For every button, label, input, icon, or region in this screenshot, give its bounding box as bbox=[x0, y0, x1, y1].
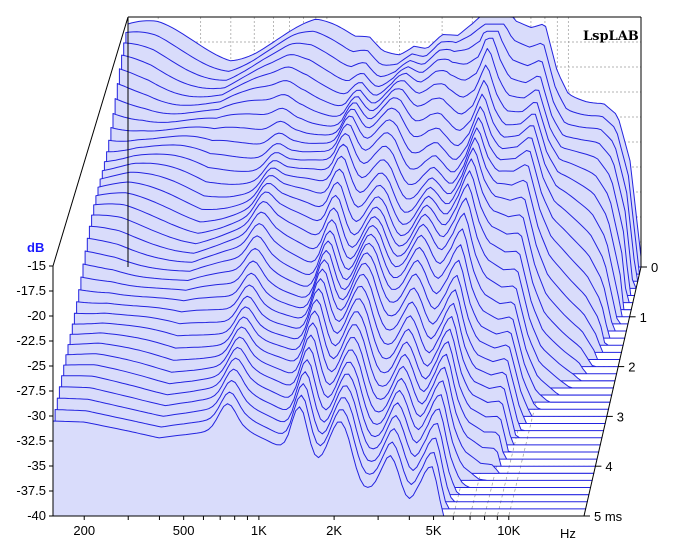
y-axis-label: dB bbox=[27, 240, 44, 255]
x-axis-unit: Hz bbox=[560, 526, 576, 541]
y-tick-label: -27.5 bbox=[16, 383, 46, 398]
decay-curves bbox=[52, 16, 642, 517]
y-tick-label: -15 bbox=[27, 258, 46, 273]
z-tick-label: 0 bbox=[651, 260, 658, 275]
z-tick-label: 4 bbox=[605, 459, 612, 474]
x-tick-label: 5K bbox=[426, 523, 442, 538]
y-tick-label: -32.5 bbox=[16, 433, 46, 448]
z-tick-label: 2 bbox=[628, 360, 635, 375]
y-tick-label: -22.5 bbox=[16, 333, 46, 348]
x-tick-label: 500 bbox=[173, 523, 195, 538]
z-tick-label: 5 ms bbox=[594, 509, 623, 524]
x-tick-label: 1K bbox=[251, 523, 267, 538]
y-tick-label: -25 bbox=[27, 358, 46, 373]
y-tick-label: -17.5 bbox=[16, 283, 46, 298]
x-tick-label: 10K bbox=[497, 523, 520, 538]
y-tick-label: -35 bbox=[27, 458, 46, 473]
y-tick-label: -37.5 bbox=[16, 483, 46, 498]
tick-labels: -15 -17.5 -20 -22.5 -25 -27.5 -30 -32.5 -35 -37.5… bbox=[16, 258, 658, 538]
axis-line bbox=[52, 16, 129, 267]
y-tick-label: -30 bbox=[27, 408, 46, 423]
axis-line bbox=[583, 266, 642, 517]
y-tick-label: -40 bbox=[27, 508, 46, 523]
x-tick-label: 200 bbox=[73, 523, 95, 538]
x-tick-label: 2K bbox=[326, 523, 342, 538]
y-tick-label: -20 bbox=[27, 308, 46, 323]
z-tick-label: 1 bbox=[640, 310, 647, 325]
z-tick-label: 3 bbox=[617, 409, 624, 424]
axes bbox=[49, 16, 647, 520]
watermark-logo: LspLAB bbox=[583, 29, 639, 44]
